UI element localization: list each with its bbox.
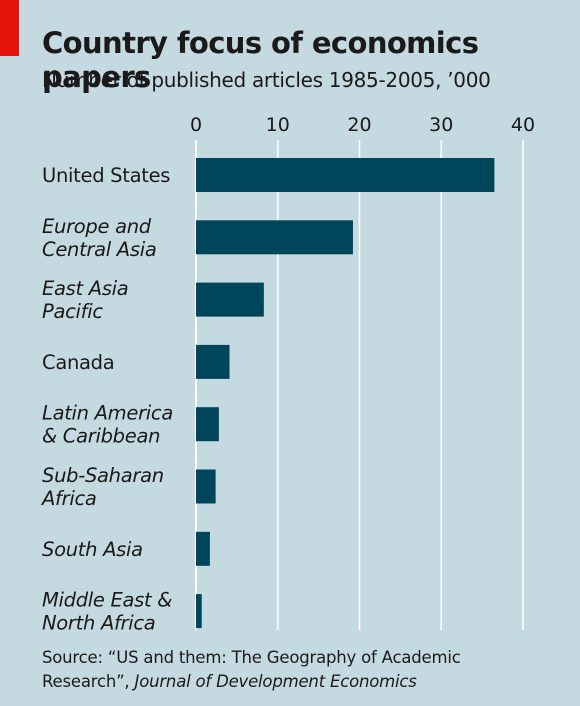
bar-chart: 0 10 20 30 40 United States Europe and Central …	[40, 114, 535, 635]
category-label-line: Africa	[40, 487, 97, 510]
bar-5	[196, 469, 216, 504]
category-label-0: United States	[42, 164, 170, 187]
source-journal: Journal of Development Economics	[134, 672, 417, 691]
category-label-line: Middle East &	[42, 589, 172, 612]
category-label-line: South Asia	[42, 538, 143, 561]
chart-subtitle: Number of published articles 1985-2005, …	[42, 68, 491, 92]
category-label-line: Latin America	[42, 402, 173, 425]
source-text: Source: “US and them: The Geography of A…	[42, 648, 461, 691]
bar-1	[196, 220, 353, 255]
category-label-6: South Asia	[42, 538, 143, 561]
category-label-line: Sub-Saharan	[42, 464, 164, 487]
category-label-line: & Caribbean	[42, 425, 160, 448]
category-label-line: Canada	[42, 351, 114, 374]
bar-7	[196, 594, 202, 629]
category-label-line: Central Asia	[42, 238, 156, 261]
x-tick-label-30: 30	[429, 114, 453, 136]
category-label-line: East Asia	[42, 277, 128, 300]
red-brand-tag	[0, 0, 19, 56]
category-label-2: East Asia Pacific	[42, 277, 128, 323]
bar-0	[196, 158, 495, 192]
category-label-line: United States	[42, 164, 170, 187]
category-label-4: Latin America & Caribbean	[42, 402, 173, 448]
chart-title: Country focus of economics papers	[42, 26, 479, 94]
category-label-5: Sub-Saharan Africa	[40, 464, 164, 510]
category-label-line: North Africa	[42, 612, 155, 635]
x-tick-label-20: 20	[347, 114, 371, 136]
x-tick-label-0: 0	[190, 114, 202, 136]
bar-6	[196, 531, 210, 566]
category-label-7: Middle East & North Africa	[42, 589, 172, 635]
x-tick-label-10: 10	[266, 114, 290, 136]
source-note: Source: “US and them: The Geography of A…	[42, 646, 522, 694]
x-tick-label-40: 40	[511, 114, 535, 136]
category-label-3: Canada	[42, 351, 114, 374]
category-label-1: Europe and Central Asia	[42, 215, 156, 261]
category-label-line: Pacific	[42, 300, 103, 323]
category-label-line: Europe and	[42, 215, 152, 238]
bar-2	[196, 282, 264, 317]
bar-4	[196, 407, 219, 442]
bar-3	[196, 344, 230, 379]
